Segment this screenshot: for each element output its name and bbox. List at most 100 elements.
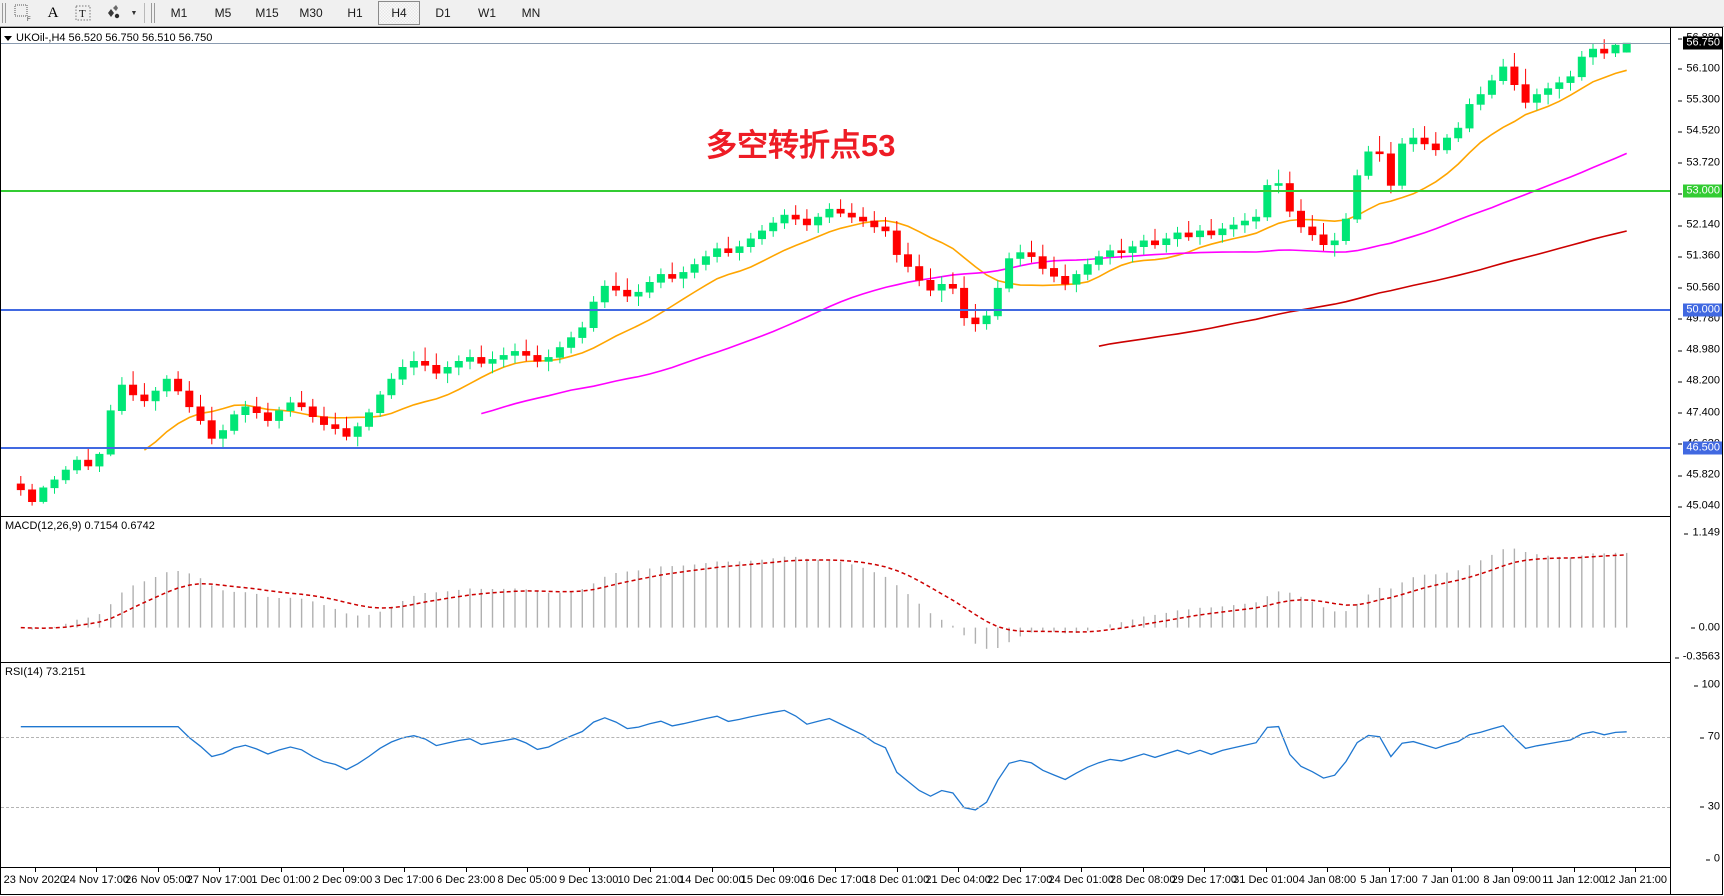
time-tick: [1204, 868, 1206, 872]
pane-separator-2: [1, 662, 1670, 663]
price-tick-54-520: 54.520: [1678, 125, 1720, 137]
chart-annotation-text: 多空转折点53: [706, 128, 896, 163]
objects-dropdown-arrow[interactable]: ▼: [130, 9, 138, 17]
time-tick: [835, 868, 836, 872]
time-axis-label: 23 Nov 2020: [3, 874, 66, 886]
price-tick-49-780: 49.780: [1678, 313, 1720, 324]
time-tick: [1327, 868, 1329, 872]
time-axis-label: 6 Dec 23:00: [435, 874, 496, 886]
time-axis-label: 7 Jan 01:00: [1421, 874, 1480, 886]
time-axis-label: 1 Dec 01:00: [251, 874, 311, 886]
time-axis-label: 14 Dec 00:00: [679, 874, 745, 886]
time-tick: [1081, 868, 1083, 872]
time-axis-label: 29 Dec 17:00: [1171, 874, 1238, 886]
time-tick: [34, 868, 36, 872]
macd-tick-_0_3563: -0.3563: [1674, 651, 1720, 663]
timeframe-h1[interactable]: H1: [347, 6, 363, 20]
time-tick: [958, 868, 960, 872]
time-axis-label: 16 Dec 17:00: [802, 874, 868, 886]
time-tick: [1019, 868, 1021, 872]
timeframe-mn[interactable]: MN: [521, 6, 541, 20]
symbol-info-line: UKOil-,H4 56.520 56.750 56.510 56.750: [4, 32, 212, 44]
price-pane[interactable]: [1, 28, 1670, 516]
price-tag-56-750[interactable]: 56.750: [1683, 36, 1722, 50]
time-axis-label: 9 Dec 13:00: [559, 874, 619, 886]
label-tool-button[interactable]: T: [69, 1, 97, 25]
timeframe-m30[interactable]: M30: [299, 6, 323, 20]
time-axis-label: 4 Jan 08:00: [1298, 874, 1357, 886]
rsi-pane[interactable]: [1, 663, 1670, 869]
macd-tick-1_149: 1.149: [1684, 527, 1720, 539]
time-tick: [1265, 868, 1267, 872]
timeframe-d1[interactable]: D1: [435, 6, 451, 20]
time-axis-label: 10 Dec 21:00: [617, 874, 684, 886]
price-level-line-53-000[interactable]: [1, 190, 1670, 193]
rsi-tick-30: 30: [1699, 801, 1720, 812]
toolbar-separator: [144, 3, 145, 23]
price-level-line-50-000[interactable]: [1, 308, 1670, 311]
timeframe-w1[interactable]: W1: [478, 6, 496, 20]
time-tick: [527, 868, 529, 872]
time-axis-label: 5 Jan 17:00: [1360, 874, 1418, 886]
time-tick: [404, 868, 406, 872]
time-axis-label: 28 Dec 08:00: [1110, 874, 1176, 886]
price-level-line-56-750[interactable]: [1, 43, 1670, 45]
price-tick-47-400: 47.400: [1678, 407, 1720, 418]
price-axis[interactable]: 56.88056.10055.30054.52053.72052.94052.1…: [1670, 28, 1722, 894]
time-tick: [1573, 868, 1575, 872]
time-axis-label: 15 Dec 09:00: [740, 874, 807, 886]
time-axis-label: 21 Dec 04:00: [925, 874, 991, 886]
time-axis[interactable]: 23 Nov 2020 24 Nov 17:00 26 Nov 05:00 27 No…: [1, 867, 1670, 894]
price-tick-48-200: 48.200: [1678, 375, 1720, 387]
time-tick: [711, 868, 713, 872]
rsi-tick-100: 100: [1693, 679, 1720, 691]
time-axis-label: 18 Dec 01:00: [863, 874, 930, 886]
toolbar-grip[interactable]: [2, 3, 8, 23]
time-tick: [588, 868, 590, 872]
macd-pane[interactable]: [1, 517, 1670, 662]
price-tag-50-000[interactable]: 50.000: [1683, 303, 1722, 317]
timeframe-grip[interactable]: [151, 3, 157, 23]
price-tick-51-360: 51.360: [1678, 250, 1720, 262]
text-tool-button[interactable]: A: [47, 4, 59, 21]
price-tag-53-000[interactable]: 53.000: [1683, 184, 1722, 198]
time-axis-label: 31 Dec 01:00: [1233, 874, 1299, 886]
time-axis-label: 11 Jan 12:00: [1542, 874, 1606, 886]
time-axis-label: 8 Jan 09:00: [1483, 874, 1541, 886]
timeframe-m5[interactable]: M5: [214, 6, 232, 20]
price-tick-50-560: 50.560: [1678, 282, 1720, 293]
chart-plot-area[interactable]: UKOil-,H4 56.520 56.750 56.510 56.750 MA…: [1, 28, 1670, 894]
price-tick-48-980: 48.980: [1678, 344, 1720, 356]
price-tick-45-040: 45.040: [1678, 500, 1720, 512]
chart-area[interactable]: 56.88056.10055.30054.52053.72052.94052.1…: [0, 27, 1723, 895]
time-tick: [1512, 868, 1514, 872]
rsi-indicator-label: RSI(14) 73.2151: [5, 666, 86, 678]
crosshair-tool-button[interactable]: F: [9, 1, 37, 25]
macd-indicator-label: MACD(12,26,9) 0.7154 0.6742: [5, 520, 155, 532]
time-axis-label: 22 Dec 17:00: [986, 874, 1053, 886]
time-tick: [1635, 868, 1637, 872]
price-tag-46-500[interactable]: 46.500: [1683, 441, 1722, 455]
macd-tick-0_00: 0.00: [1690, 622, 1720, 633]
time-tick: [465, 868, 467, 872]
time-axis-label: 3 Dec 17:00: [374, 874, 434, 886]
rsi-level-70: [1, 737, 1670, 739]
rsi-level-30: [1, 806, 1670, 808]
price-tick-53-720: 53.720: [1678, 157, 1720, 168]
price-level-line-46-500[interactable]: [1, 447, 1670, 450]
time-tick: [281, 868, 282, 872]
timeframe-m1[interactable]: M1: [170, 6, 188, 20]
rsi-tick-70: 70: [1699, 731, 1720, 743]
timeframe-m15[interactable]: M15: [255, 6, 279, 20]
objects-tool-button[interactable]: [99, 1, 127, 25]
price-tick-45-820: 45.820: [1678, 469, 1720, 481]
time-tick: [650, 868, 652, 872]
svg-text:F: F: [27, 17, 31, 22]
time-axis-label: 27 Nov 17:00: [186, 874, 253, 886]
collapse-triangle-icon[interactable]: [4, 35, 12, 41]
timeframe-h4[interactable]: H4: [378, 1, 420, 25]
price-tick-52-140: 52.140: [1678, 219, 1720, 231]
price-tick-55-300: 55.300: [1678, 94, 1720, 106]
time-tick: [1142, 868, 1144, 872]
